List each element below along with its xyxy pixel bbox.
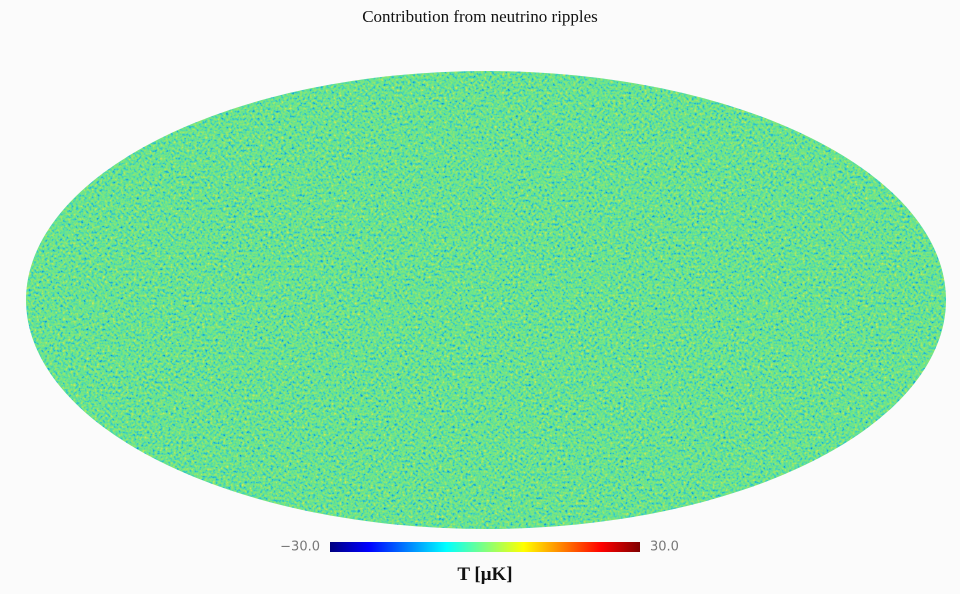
colorbar-tick-label: −30.0	[280, 540, 320, 555]
colorbar-tick-label: 30.0	[650, 540, 679, 555]
colorbar	[330, 542, 640, 552]
chart-title: Contribution from neutrino ripples	[362, 7, 598, 26]
colorbar-label: T [μK]	[457, 564, 512, 585]
sky-texture	[26, 71, 946, 529]
sky-map	[26, 71, 946, 529]
